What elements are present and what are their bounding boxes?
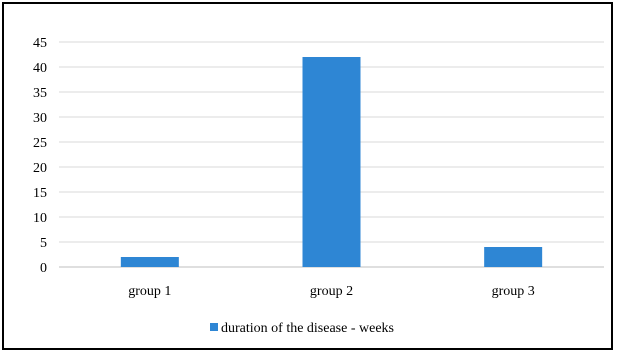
y-tick-label: 25	[33, 136, 47, 151]
y-tick-label: 20	[33, 161, 47, 176]
y-tick-label: 45	[33, 36, 47, 51]
y-tick-label: 40	[33, 61, 47, 76]
bar-group-1	[120, 257, 179, 267]
chart-frame: 0 5 10 15 20 25 30 35 40 45 group 1 group 2 group 3…	[2, 2, 613, 350]
x-category-label: group 2	[310, 284, 353, 299]
y-tick-label: 15	[33, 186, 47, 201]
bar-chart: 0 5 10 15 20 25 30 35 40 45 group 1 group 2 group 3…	[33, 36, 604, 336]
bars	[120, 57, 543, 267]
y-axis-ticks: 0 5 10 15 20 25 30 35 40 45	[33, 36, 47, 276]
legend-swatch	[210, 323, 218, 331]
x-category-label: group 3	[492, 284, 535, 299]
y-tick-label: 5	[40, 236, 47, 251]
legend: duration of the disease - weeks	[210, 321, 394, 336]
y-tick-label: 35	[33, 86, 47, 101]
x-category-label: group 1	[128, 284, 171, 299]
x-axis-categories: group 1 group 2 group 3	[128, 284, 535, 299]
bar-group-2	[302, 57, 361, 267]
y-tick-label: 30	[33, 111, 47, 126]
bar-group-3	[484, 247, 543, 267]
legend-label: duration of the disease - weeks	[221, 321, 394, 336]
y-tick-label: 10	[33, 211, 47, 226]
y-tick-label: 0	[40, 261, 47, 276]
